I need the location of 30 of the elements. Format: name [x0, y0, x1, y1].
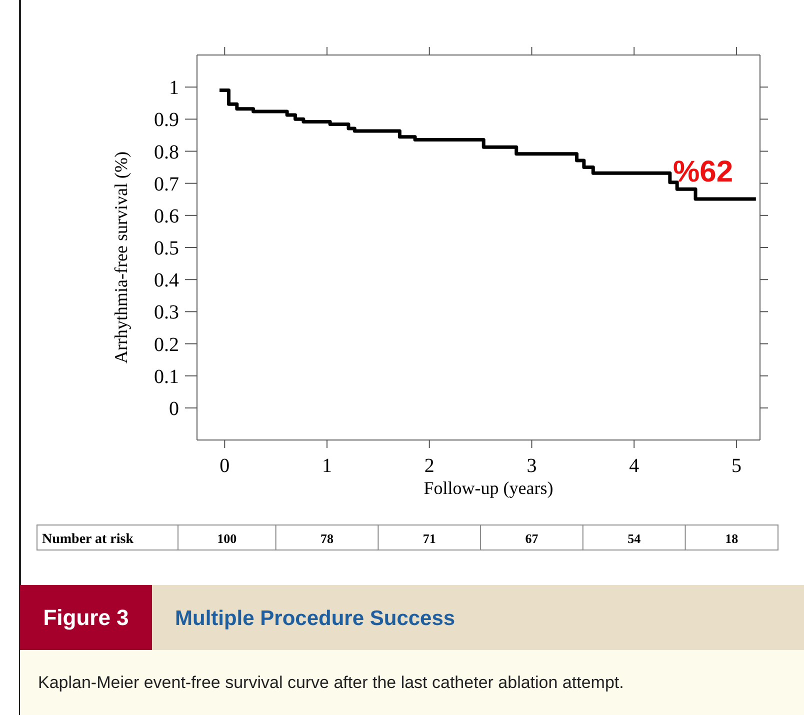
y-tick-label: 0.2 [154, 334, 179, 356]
y-tick-label: 0.8 [154, 141, 179, 164]
x-axis-title: Follow-up (years) [424, 478, 554, 498]
x-tick-label: 0 [220, 455, 230, 477]
text: Number at risk [42, 532, 134, 547]
text: 78 [320, 531, 334, 546]
y-tick-label: 0.5 [154, 238, 179, 260]
x-tick-label: 3 [526, 455, 537, 477]
text: 71 [422, 531, 436, 546]
y-tick-label: 0.1 [154, 366, 179, 388]
x-tick-label: 5 [731, 455, 742, 477]
x-tick-label: 2 [424, 455, 434, 477]
x-tick-label: 1 [322, 455, 332, 477]
y-axis-title: Arrhythmia-free survival (%) [111, 152, 131, 364]
annotation: %62 [672, 156, 734, 188]
text: 54 [628, 531, 642, 546]
y-tick-label: 0.6 [154, 205, 179, 228]
text: 100 [217, 531, 237, 546]
text: 67 [525, 531, 539, 546]
text: Figure 3 [43, 605, 129, 630]
text: Kaplan-Meier event-free survival curve after the last catheter ablation attempt. [38, 673, 624, 692]
y-tick-label: 0.3 [154, 302, 179, 324]
y-tick-label: 0.9 [154, 109, 179, 132]
y-tick-label: 0.4 [154, 270, 179, 292]
y-tick-label: 0.7 [154, 173, 179, 196]
text: Multiple Procedure Success [175, 607, 456, 630]
y-tick-label: 1 [169, 77, 179, 100]
y-tick-label: 0 [169, 398, 179, 420]
x-tick-label: 4 [629, 455, 640, 477]
text: 18 [725, 531, 739, 546]
